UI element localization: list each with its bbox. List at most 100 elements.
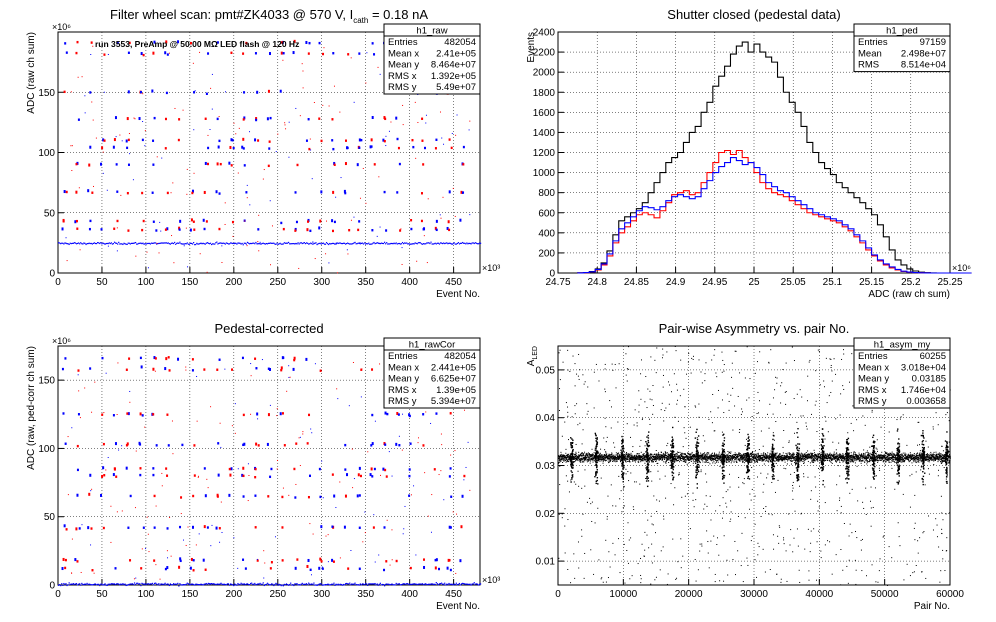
band-point [635,457,637,459]
band-point [603,459,605,461]
band-point [611,455,613,457]
band-point [751,452,753,454]
cluster-point [153,356,156,360]
cluster-point [319,557,322,561]
cluster-point [64,357,67,360]
band-point [750,455,752,457]
cluster-point [321,567,324,570]
transition-point [388,130,390,132]
pedestal-point [75,243,78,245]
pedestal-point [107,242,109,245]
pedestal-point [361,583,364,585]
band-point [641,460,643,462]
transition-point [366,52,368,54]
band-point [809,462,811,464]
band-point [707,459,709,461]
band-point [755,460,757,462]
pedestal-point [435,582,437,584]
x-tick-label: 60000 [936,589,964,600]
band-point [757,457,759,459]
band-point [645,455,647,457]
pedestal-point [318,583,320,585]
band-point [607,455,609,457]
band-point [599,452,601,454]
y-tick-label: 0.02 [536,509,556,520]
transition-point [70,91,72,93]
cluster-point [357,228,360,232]
band-point [565,458,567,460]
cluster-point [423,146,426,150]
band-point [559,454,561,456]
band-point [694,459,696,461]
transition-point [235,133,237,135]
band-point [810,455,812,457]
band-point [655,454,657,456]
band-point [759,455,761,457]
transition-point [454,215,456,217]
band-point [806,455,808,457]
band-point [703,453,705,455]
transition-point [286,390,288,392]
band-point [829,452,831,454]
band-point [695,456,697,458]
cluster-point [152,413,155,416]
transition-point [385,135,387,137]
band-point [651,457,653,459]
transition-point [276,468,278,470]
band-point [792,457,794,459]
band-point [804,455,806,457]
transition-point [129,401,131,403]
band-point [716,460,718,462]
band-point [850,455,852,457]
pedestal-point [354,241,356,244]
pedestal-point [475,583,477,585]
band-point [757,456,759,458]
pedestal-point [299,584,301,586]
band-point [618,457,620,459]
band-point [702,456,704,458]
band-point [605,459,607,461]
band-point [608,462,610,464]
band-point [663,458,665,460]
cluster-point [371,368,374,371]
pedestal-point [190,242,193,245]
band-point [786,455,788,457]
transition-point [353,216,355,218]
band-point [793,459,795,461]
transition-point [185,369,187,371]
pedestal-point [92,584,95,586]
band-point [655,455,657,457]
pedestal-point [427,242,429,244]
pedestal-point [465,243,467,245]
band-point [649,457,651,459]
cluster-point [397,146,400,150]
transition-point [335,507,337,509]
pedestal-point [359,583,361,585]
cluster-point [370,444,373,447]
band-point [711,455,713,457]
band-point [806,455,808,457]
pedestal-point [331,583,333,585]
band-point [757,459,759,461]
transition-point [440,433,442,435]
band-point [782,457,784,459]
cluster-point [397,413,400,416]
band-point [644,458,646,460]
pedestal-point [397,242,399,245]
cluster-point [206,526,209,529]
cluster-point [344,139,347,142]
band-point [579,458,581,460]
band-point [586,459,588,461]
band-point [740,457,742,459]
band-point [578,456,580,458]
band-point [733,460,735,462]
pedestal-point [247,242,250,244]
band-point [603,457,605,459]
cluster-point [65,51,68,54]
y-tick-label: 0.04 [536,413,556,424]
stats-box [853,23,951,73]
band-point [849,458,851,460]
cluster-point [356,163,359,167]
band-point [834,455,836,457]
band-point [768,457,770,459]
